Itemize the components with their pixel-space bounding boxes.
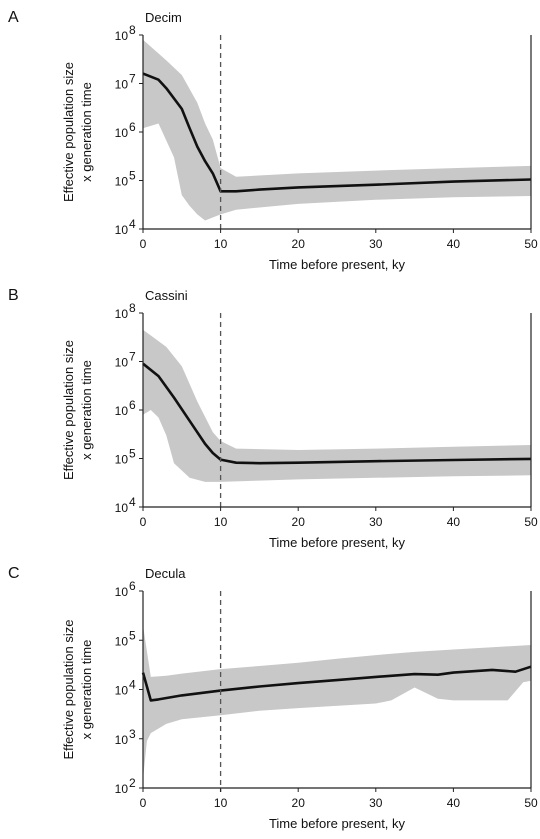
x-tick-label: 20 [292, 796, 306, 810]
x-tick-label: 40 [447, 237, 461, 251]
y-tick-label-base: 10 [115, 684, 129, 698]
y-tick-label-exponent: 5 [129, 447, 136, 461]
panel-letter: A [8, 9, 19, 26]
x-tick-label: 30 [369, 515, 383, 529]
x-axis-title: Time before present, ky [269, 816, 406, 831]
y-tick-label-base: 10 [115, 126, 129, 140]
y-tick-label-base: 10 [115, 223, 129, 237]
y-tick-label-exponent: 4 [129, 495, 136, 509]
y-tick-label-exponent: 4 [129, 217, 136, 231]
x-tick-label: 20 [292, 237, 306, 251]
confidence-band [143, 329, 531, 482]
y-tick-label-base: 10 [115, 356, 129, 370]
y-tick-label-exponent: 8 [129, 23, 136, 37]
y-tick-label-exponent: 5 [129, 169, 136, 183]
x-tick-label: 50 [524, 515, 538, 529]
x-tick-label: 10 [214, 237, 228, 251]
x-tick-label: 0 [140, 515, 147, 529]
y-tick-label-base: 10 [115, 175, 129, 189]
y-tick-label-exponent: 6 [129, 579, 136, 593]
x-tick-label: 50 [524, 796, 538, 810]
y-tick-label-exponent: 7 [129, 72, 136, 86]
y-axis-title-line-2: x generation time [79, 640, 94, 740]
x-tick-label: 40 [447, 796, 461, 810]
y-axis-title-line-2: x generation time [79, 360, 94, 460]
y-tick-label-exponent: 7 [129, 350, 136, 364]
y-tick-label-base: 10 [115, 733, 129, 747]
y-tick-label-exponent: 5 [129, 628, 136, 642]
panel-title: Decula [145, 566, 186, 581]
y-axis-title-line-1: Effective population size [61, 340, 76, 480]
y-tick-label-base: 10 [115, 782, 129, 796]
panel-title: Decim [145, 10, 182, 25]
x-tick-label: 10 [214, 796, 228, 810]
confidence-band [143, 625, 531, 780]
panel-letter: B [8, 287, 19, 304]
y-tick-label-base: 10 [115, 585, 129, 599]
median-line [142, 72, 532, 193]
y-tick-label-exponent: 3 [129, 727, 136, 741]
x-tick-label: 20 [292, 515, 306, 529]
y-tick-label-base: 10 [115, 634, 129, 648]
x-tick-label: 50 [524, 237, 538, 251]
y-axis-title-line-2: x generation time [79, 82, 94, 182]
confidence-band [143, 39, 531, 221]
panel-letter: C [8, 565, 20, 582]
y-tick-label-base: 10 [115, 307, 129, 321]
y-axis-title-line-1: Effective population size [61, 62, 76, 202]
x-axis-title: Time before present, ky [269, 257, 406, 272]
x-tick-label: 10 [214, 515, 228, 529]
y-tick-label-exponent: 6 [129, 398, 136, 412]
y-tick-label-base: 10 [115, 29, 129, 43]
y-tick-label-base: 10 [115, 453, 129, 467]
median-line [141, 665, 532, 702]
x-tick-label: 0 [140, 237, 147, 251]
y-tick-label-exponent: 8 [129, 301, 136, 315]
x-axis-title: Time before present, ky [269, 535, 406, 550]
y-tick-label-exponent: 6 [129, 120, 136, 134]
y-tick-label-base: 10 [115, 501, 129, 515]
x-tick-label: 30 [369, 237, 383, 251]
x-tick-label: 40 [447, 515, 461, 529]
y-axis-title-line-1: Effective population size [61, 620, 76, 760]
panel-title: Cassini [145, 288, 188, 303]
y-tick-label-exponent: 4 [129, 678, 136, 692]
y-tick-label-base: 10 [115, 404, 129, 418]
y-tick-label-exponent: 2 [129, 776, 136, 790]
x-tick-label: 0 [140, 796, 147, 810]
x-tick-label: 30 [369, 796, 383, 810]
y-tick-label-base: 10 [115, 78, 129, 92]
